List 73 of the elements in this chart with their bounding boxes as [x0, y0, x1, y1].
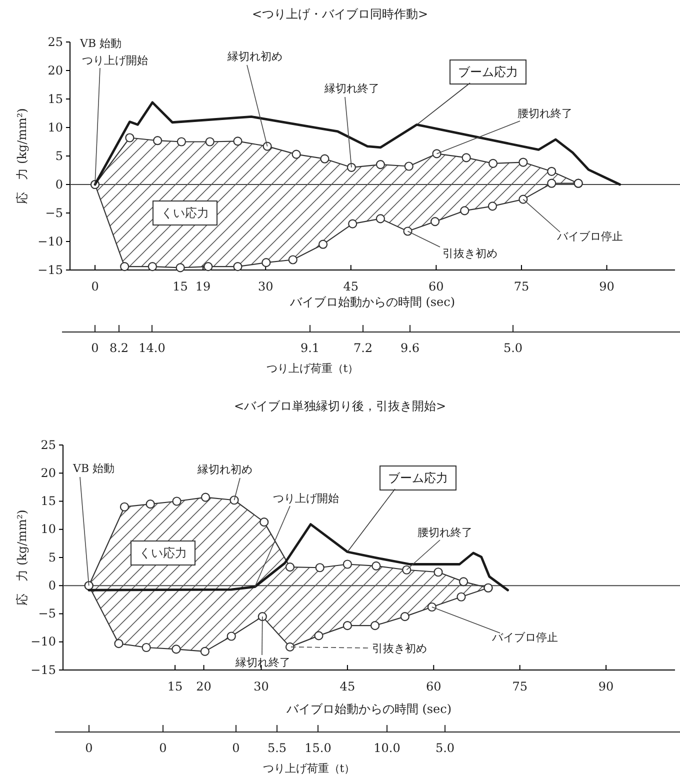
x-tick-label: 90	[599, 280, 614, 294]
y-axis-title: 応 力 (kg/mm²)	[15, 108, 29, 204]
y-tick-label: −10	[38, 234, 63, 248]
x-axis-title: バイブロ始動からの時間 (sec)	[288, 295, 456, 309]
annotation: つり上げ開始	[273, 492, 339, 505]
text: 0	[232, 741, 240, 755]
y-tick-label: 15	[40, 494, 56, 508]
text: 15.0	[304, 741, 332, 755]
x-tick-label: 30	[258, 280, 274, 294]
x-tick-label: 60	[428, 280, 444, 294]
x-tick-label: 45	[340, 680, 356, 694]
x-tick-label: 90	[598, 680, 614, 694]
text: 5.0	[503, 341, 523, 355]
text: ブーム応力	[388, 471, 448, 485]
x-tick-label: 15	[167, 680, 183, 694]
chart-title: <つり上げ・バイブロ同時作動>	[252, 7, 428, 21]
chart-title: <バイブロ単独縁切り後，引抜き開始>	[234, 399, 446, 413]
y-tick-label: 0	[55, 177, 63, 192]
annotation: VB 始動	[72, 462, 115, 475]
annotation: 引抜き初め	[372, 642, 427, 655]
y-tick-label: −5	[45, 206, 63, 220]
y-tick-label: 5	[55, 148, 63, 163]
x-tick-label: 15	[172, 280, 188, 294]
y-tick-label: −5	[38, 606, 56, 621]
x-tick-label: 60	[426, 680, 442, 694]
annotation: つり上げ開始	[82, 54, 148, 67]
x-axis-title: バイブロ始動からの時間 (sec)	[285, 702, 452, 716]
text: 14.0	[138, 341, 166, 355]
annotation: 縁切れ初め	[196, 463, 252, 476]
y-tick-label: −10	[30, 634, 56, 649]
x2-axis-title: つり上げ荷重（t）	[262, 762, 356, 775]
annotation: バイブロ停止	[556, 230, 623, 243]
text: ブーム応力	[458, 65, 518, 79]
annotation: 腰切れ終了	[518, 107, 572, 120]
y-tick-label: −15	[30, 662, 56, 677]
y-tick-label: 5	[48, 550, 56, 564]
x-tick-label: 20	[196, 680, 212, 694]
y-tick-label: 0	[48, 578, 56, 592]
text: 5.5	[267, 741, 287, 755]
text: 0	[91, 341, 99, 355]
annotation: 引抜き初め	[442, 247, 498, 260]
text: 7.2	[353, 341, 373, 355]
y-axis-title: 応 力 (kg/mm²)	[15, 510, 29, 606]
text: くい応力	[161, 206, 209, 220]
y-tick-label: 25	[40, 438, 56, 452]
x2-axis-title: つり上げ荷重（t）	[266, 362, 359, 375]
y-tick-label: 20	[48, 63, 63, 78]
text: 5.0	[435, 741, 455, 755]
y-tick-label: 15	[48, 92, 63, 106]
x-tick-label: 75	[512, 680, 528, 694]
annotation: バイブロ停止	[491, 631, 558, 644]
annotation: 縁切れ終了	[234, 656, 290, 669]
text: 9.6	[400, 341, 420, 355]
y-tick-label: 20	[40, 466, 56, 480]
y-tick-label: 25	[48, 34, 63, 49]
y-tick-label: 10	[48, 120, 63, 134]
x-tick-label: 0	[91, 280, 99, 294]
annotation: 縁切れ初め	[226, 50, 282, 63]
text: 0	[85, 741, 93, 755]
x-tick-label: 45	[343, 280, 359, 294]
annotation: 縁切れ終了	[324, 82, 380, 95]
x-tick-label: 30	[254, 680, 269, 694]
text: 0	[159, 741, 167, 755]
annotation: VB 始動	[79, 37, 122, 50]
y-tick-label: 10	[40, 522, 56, 536]
annotation: 腰切れ終了	[418, 526, 472, 539]
text: 8.2	[109, 341, 129, 355]
text: 10.0	[374, 741, 400, 755]
text: くい応力	[139, 546, 187, 560]
x-tick-label: 19	[195, 280, 211, 294]
x-tick-label: 75	[514, 280, 530, 294]
text: 9.1	[300, 341, 320, 355]
y-tick-label: −15	[38, 262, 63, 277]
